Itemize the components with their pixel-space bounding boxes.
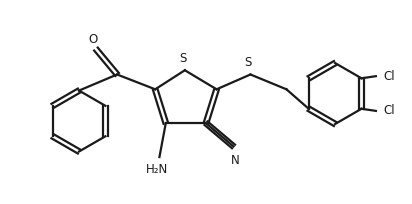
Text: Cl: Cl [384, 104, 395, 117]
Text: N: N [231, 154, 240, 167]
Text: O: O [88, 33, 97, 46]
Text: H₂N: H₂N [146, 163, 169, 176]
Text: S: S [179, 52, 186, 65]
Text: S: S [245, 56, 252, 69]
Text: Cl: Cl [384, 70, 395, 83]
